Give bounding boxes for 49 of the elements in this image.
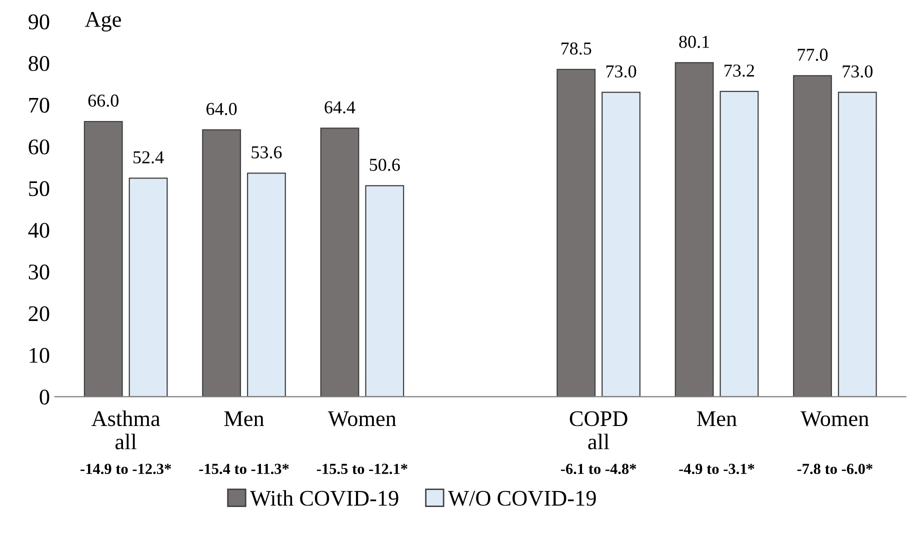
data-label: 77.0 bbox=[798, 48, 828, 61]
text: -4.9 to -3.1* bbox=[679, 464, 754, 474]
data-label: 64.4 bbox=[324, 101, 356, 114]
legend-label: W/O COVID-19 bbox=[448, 490, 596, 506]
bar bbox=[602, 92, 640, 397]
y-tick-label: 90 bbox=[28, 14, 50, 30]
data-label: 73.2 bbox=[724, 64, 754, 77]
text: -6.1 to -4.8* bbox=[560, 464, 636, 474]
x-tick-label: Men bbox=[224, 411, 264, 426]
data-label: 73.0 bbox=[842, 65, 873, 78]
data-label: 52.4 bbox=[134, 151, 164, 164]
bar bbox=[793, 75, 832, 397]
text: -15.4 to -11.3* bbox=[199, 464, 289, 474]
bar bbox=[838, 92, 877, 397]
y-tick-label: 0 bbox=[40, 390, 50, 405]
x-tick-label: Asthma all bbox=[91, 410, 160, 450]
bar bbox=[720, 90, 759, 397]
text: -14.9 to -12.3* bbox=[80, 464, 172, 474]
data-label: 73.0 bbox=[606, 65, 636, 78]
text: -7.8 to -6.0* bbox=[797, 464, 872, 474]
data-label: 66.0 bbox=[88, 94, 118, 107]
data-label: 64.0 bbox=[206, 102, 237, 116]
x-tick-label: Men bbox=[697, 411, 737, 426]
y-tick-label: 60 bbox=[28, 139, 50, 154]
bar bbox=[202, 129, 242, 397]
y-tick-label: 10 bbox=[30, 348, 50, 363]
bar bbox=[246, 172, 286, 397]
y-tick-label: 80 bbox=[28, 56, 50, 72]
data-label: 50.6 bbox=[370, 158, 400, 171]
y-axis-title: Age bbox=[84, 12, 121, 32]
y-tick-label: 70 bbox=[29, 98, 50, 113]
data-label: 80.1 bbox=[679, 36, 710, 48]
bar bbox=[320, 128, 360, 397]
y-tick-label: 40 bbox=[28, 222, 50, 238]
legend-label: With COVID-19 bbox=[250, 490, 398, 506]
data-label: 53.6 bbox=[252, 146, 282, 158]
bar bbox=[674, 62, 714, 397]
bar bbox=[365, 185, 404, 397]
data-label: 78.5 bbox=[562, 42, 592, 55]
text: -15.5 to -12.1* bbox=[316, 464, 408, 474]
x-tick-label: COPD all bbox=[570, 411, 628, 450]
y-tick-label: 20 bbox=[28, 306, 50, 322]
y-tick-label: 30 bbox=[28, 264, 50, 280]
bar bbox=[128, 178, 168, 397]
x-tick-label: Women bbox=[328, 411, 396, 426]
y-tick-label: 50 bbox=[29, 181, 50, 196]
bar bbox=[84, 120, 123, 397]
bar bbox=[556, 68, 596, 397]
x-tick-label: Women bbox=[800, 411, 869, 426]
